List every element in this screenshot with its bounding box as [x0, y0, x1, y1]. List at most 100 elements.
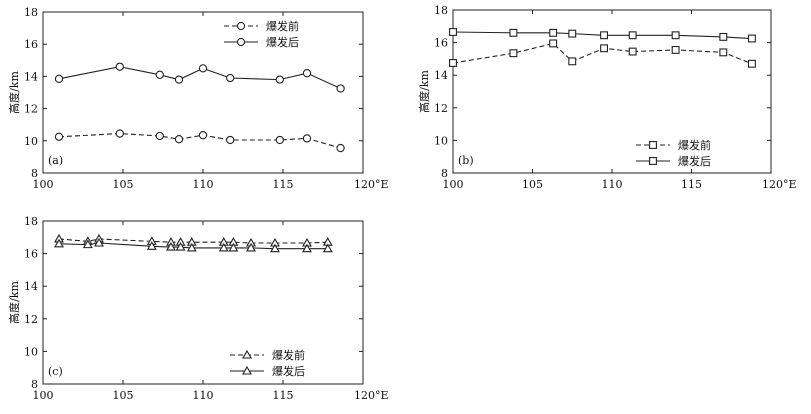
- data-point: [336, 84, 345, 93]
- y-tick-label: 14: [24, 280, 38, 293]
- data-point: [336, 143, 345, 153]
- y-tick-label: 8: [31, 378, 38, 391]
- legend-label: 爆发前: [272, 348, 305, 362]
- panel-label: (b): [458, 154, 474, 167]
- data-point: [449, 28, 457, 36]
- y-tick-label: 10: [24, 345, 38, 358]
- y-tick-label: 18: [24, 6, 38, 19]
- chart-panel-1: 100 105 110 115 120°E 8 10 12 14 16 18 高度/km (a) 爆发前爆…: [7, 6, 389, 191]
- legend-marker: [242, 365, 252, 375]
- data-point: [54, 238, 64, 248]
- legend-marker: [242, 349, 252, 359]
- y-axis-label: 高度/km: [417, 70, 431, 113]
- data-point: [198, 131, 208, 140]
- data-point: [322, 243, 333, 253]
- data-point: [174, 75, 184, 84]
- x-tick-label: 115: [681, 178, 702, 191]
- data-point: [226, 73, 235, 83]
- data-point: [719, 32, 728, 41]
- y-tick-label: 16: [24, 248, 38, 261]
- series-2: [54, 237, 333, 253]
- data-point: [449, 59, 457, 67]
- data-point: [509, 28, 518, 37]
- y-tick-label: 8: [31, 167, 38, 180]
- data-point: [568, 29, 577, 38]
- legend-label: 爆发后: [266, 35, 299, 49]
- data-point: [175, 241, 186, 251]
- legend-marker: [649, 141, 657, 149]
- data-point: [275, 75, 284, 84]
- data-point: [549, 39, 558, 48]
- data-point: [719, 48, 728, 57]
- legend-marker: [236, 21, 246, 31]
- data-point: [246, 242, 256, 252]
- y-tick-label: 14: [434, 69, 448, 82]
- panel-label: (a): [48, 154, 63, 167]
- x-tick-label: 110: [193, 389, 214, 402]
- chart-panel-3: 100 105 110 115 120°E 8 10 12 14 16 18 高度/km (c) 爆发前爆…: [7, 215, 389, 402]
- x-tick-label: 110: [193, 178, 214, 191]
- data-point: [275, 135, 284, 145]
- data-point: [54, 74, 64, 83]
- data-point: [115, 129, 124, 138]
- x-tick-label: 120°E: [354, 389, 389, 402]
- y-tick-label: 12: [24, 103, 38, 116]
- legend-label: 爆发前: [678, 138, 711, 152]
- y-tick-label: 18: [24, 215, 38, 228]
- data-point: [155, 70, 164, 79]
- x-tick-label: 120°E: [762, 178, 797, 191]
- data-point: [568, 57, 577, 66]
- x-tick-label: 105: [113, 389, 134, 402]
- y-tick-label: 12: [24, 313, 38, 326]
- data-point: [166, 241, 176, 251]
- data-point: [600, 31, 609, 40]
- data-point: [747, 34, 756, 43]
- x-tick-label: 100: [443, 178, 464, 191]
- data-point: [155, 131, 164, 141]
- x-tick-label: 105: [113, 178, 134, 191]
- legend-marker: [649, 157, 657, 165]
- data-point: [94, 237, 104, 247]
- legend-marker: [236, 37, 246, 47]
- data-point: [82, 239, 93, 249]
- series-2: [54, 62, 345, 93]
- data-point: [302, 134, 312, 143]
- x-tick-label: 105: [522, 178, 543, 191]
- y-tick-label: 16: [24, 38, 38, 51]
- data-point: [270, 243, 280, 253]
- series-2: [449, 28, 756, 43]
- data-point: [228, 242, 239, 252]
- x-tick-label: 100: [33, 389, 54, 402]
- data-point: [509, 49, 518, 58]
- legend-label: 爆发前: [266, 19, 299, 33]
- data-point: [628, 31, 637, 40]
- data-point: [671, 31, 680, 40]
- x-tick-label: 100: [33, 178, 54, 191]
- data-point: [54, 132, 64, 141]
- legend-label: 爆发后: [272, 364, 305, 378]
- y-tick-label: 10: [434, 134, 448, 147]
- y-axis-label: 高度/km: [7, 71, 21, 114]
- y-tick-label: 8: [441, 167, 448, 180]
- data-point: [549, 28, 558, 37]
- data-point: [628, 47, 637, 56]
- x-tick-label: 115: [273, 389, 294, 402]
- data-point: [747, 59, 756, 68]
- series-1: [449, 39, 756, 68]
- data-point: [146, 241, 157, 250]
- plot-frame: [42, 11, 364, 174]
- data-point: [115, 62, 124, 71]
- data-point: [226, 135, 235, 145]
- y-tick-label: 10: [24, 135, 38, 148]
- data-point: [671, 45, 680, 54]
- data-point: [302, 69, 312, 78]
- x-tick-label: 110: [602, 178, 623, 191]
- series-1: [54, 129, 345, 153]
- chart-panel-2: 100 105 110 115 120°E 8 10 12 14 16 18 高度/km (b) 爆发前爆…: [417, 4, 797, 191]
- data-point: [302, 243, 312, 253]
- data-point: [600, 44, 609, 53]
- data-point: [198, 64, 208, 73]
